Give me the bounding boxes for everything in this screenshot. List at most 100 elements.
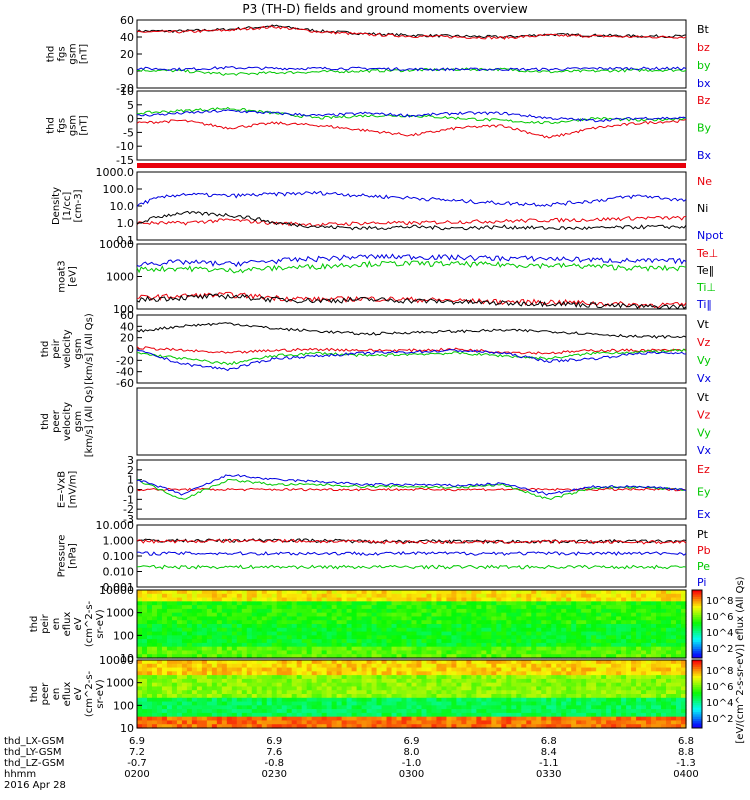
colorbar-tick: 10^6 [706, 612, 733, 623]
heatmap-cell [406, 650, 413, 655]
heatmap-cell [601, 642, 607, 648]
heatmap-cell [137, 671, 143, 676]
heatmap-cell [616, 627, 622, 633]
heatmap-cell [556, 597, 562, 602]
heatmap-cell [411, 597, 418, 602]
heatmap-cell [616, 701, 622, 706]
heatmap-cell [471, 709, 477, 714]
heatmap-cell [426, 597, 433, 602]
heatmap-cell [181, 712, 188, 718]
y-axis-label: Pressure[nPa] [57, 535, 79, 578]
heatmap-cell [246, 605, 253, 610]
heatmap-cell [516, 697, 522, 703]
heatmap-cell [621, 671, 627, 676]
y-axis-label: thdpeirvelocitygsm[km/s] (All Qs) [40, 313, 95, 385]
legend-by: by [697, 59, 711, 72]
heatmap-cell [631, 705, 637, 710]
heatmap-cell [221, 605, 228, 610]
heatmap-cell [301, 660, 308, 665]
heatmap-cell [511, 646, 517, 652]
heatmap-cell [151, 612, 158, 618]
heatmap-cell [346, 701, 353, 706]
heatmap-cell [166, 624, 173, 629]
heatmap-cell [601, 631, 607, 636]
heatmap-cell [386, 639, 393, 644]
heatmap-cell [646, 597, 652, 602]
heatmap-cell [401, 660, 408, 665]
heatmap-cell [341, 601, 348, 606]
heatmap-cell [656, 642, 662, 648]
heatmap-cell [371, 642, 378, 648]
heatmap-cell [656, 663, 662, 669]
heatmap-cell [666, 650, 672, 655]
heatmap-cell [641, 620, 647, 625]
heatmap-cell [271, 694, 278, 699]
heatmap-cell [616, 709, 622, 714]
heatmap-cell [611, 660, 617, 665]
heatmap-cell [326, 697, 333, 703]
heatmap-cell [266, 716, 273, 722]
heatmap-cell [316, 690, 323, 695]
heatmap-cell [137, 709, 143, 714]
heatmap-cell [521, 616, 527, 621]
heatmap-cell [601, 597, 607, 602]
heatmap-cell [536, 654, 542, 659]
heatmap-cell [541, 597, 547, 602]
heatmap-cell [471, 667, 477, 672]
heatmap-cell [231, 635, 238, 640]
heatmap-cell [141, 616, 148, 621]
heatmap-cell [531, 675, 537, 680]
heatmap-cell [376, 686, 383, 691]
heatmap-cell [396, 690, 403, 695]
heatmap-cell [331, 660, 338, 665]
heatmap-cell [351, 701, 358, 706]
heatmap-cell [281, 686, 288, 691]
heatmap-cell [616, 671, 622, 676]
heatmap-cell [226, 616, 233, 621]
heatmap-cell [137, 724, 143, 729]
heatmap-cell [271, 663, 278, 669]
heatmap-cell [526, 605, 532, 610]
series-line-Te⊥ [136, 291, 687, 309]
heatmap-cell [561, 720, 567, 725]
heatmap-cell [301, 654, 308, 659]
heatmap-cell [226, 720, 233, 725]
heatmap-cell [606, 724, 612, 729]
heatmap-cell [231, 616, 238, 621]
heatmap-cell [241, 650, 248, 655]
heatmap-cell [536, 593, 542, 599]
heatmap-cell [366, 705, 373, 710]
heatmap-cell [651, 660, 657, 665]
heatmap-cell [476, 642, 482, 648]
heatmap-cell [306, 678, 313, 684]
heatmap-cell [651, 624, 657, 629]
heatmap-cell [146, 663, 153, 669]
heatmap-cell [301, 624, 308, 629]
heatmap-cell [476, 675, 482, 680]
heatmap-cell [281, 675, 288, 680]
heatmap-cell [331, 646, 338, 652]
heatmap-cell [411, 724, 418, 729]
heatmap-cell [471, 620, 477, 625]
heatmap-cell [456, 646, 463, 652]
heatmap-cell [536, 663, 542, 669]
heatmap-cell [506, 724, 512, 729]
heatmap-cell [511, 620, 517, 625]
heatmap-cell [416, 712, 423, 718]
y-tick-label: 1000 [106, 607, 134, 620]
heatmap-cell [651, 667, 657, 672]
heatmap-cell [571, 724, 577, 729]
heatmap-cell [326, 667, 333, 672]
heatmap-cell [156, 590, 163, 595]
heatmap-cell [206, 646, 213, 652]
heatmap-cell [491, 724, 497, 729]
heatmap-cell [446, 705, 453, 710]
heatmap-cell [466, 663, 472, 669]
heatmap-cell [441, 675, 448, 680]
heatmap-cell [671, 697, 677, 703]
heatmap-cell [441, 624, 448, 629]
heatmap-cell [661, 694, 667, 699]
heatmap-cell [676, 690, 682, 695]
heatmap-cell [581, 650, 587, 655]
heatmap-cell [356, 686, 363, 691]
